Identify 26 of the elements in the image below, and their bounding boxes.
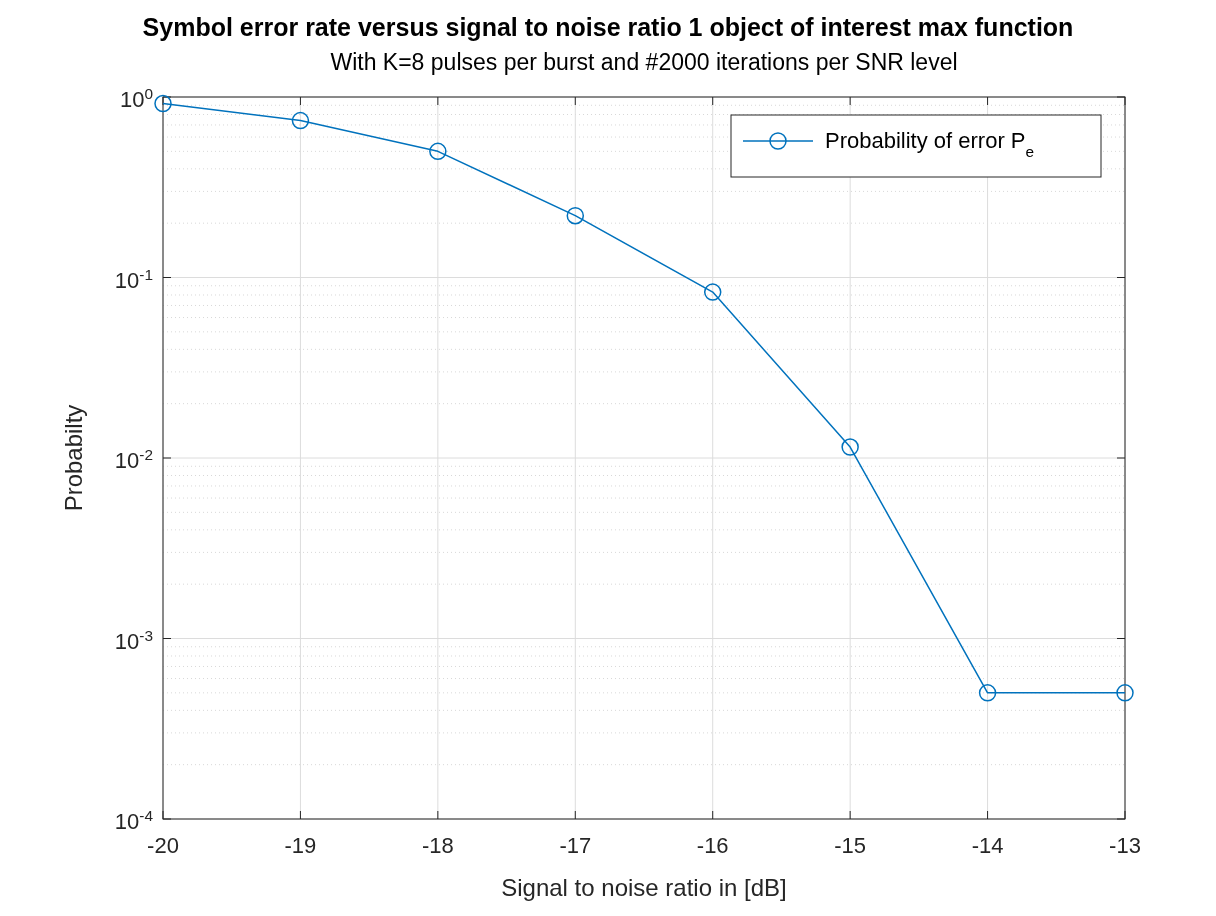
x-tick-label: -20	[147, 833, 179, 858]
point	[841, 438, 859, 456]
point	[154, 94, 172, 113]
x-axis-title: Signal to noise ratio in [dB]	[501, 874, 787, 901]
x-tick-label: -17	[559, 833, 592, 858]
x-tick-label: -16	[696, 833, 729, 858]
point	[291, 111, 310, 130]
point	[566, 206, 585, 225]
point	[1116, 684, 1134, 702]
point	[429, 142, 447, 161]
y-tick-label: 10$^{-3}$	[114, 626, 153, 654]
x-tick-label: -15	[834, 833, 867, 858]
x-tick-label: -19	[284, 833, 317, 858]
x-tick-label: -13	[1109, 833, 1141, 858]
chart-subtitle: With K=8 pulses per burst and #2000 iterations per SNR level	[330, 49, 958, 75]
point	[978, 684, 997, 702]
point	[703, 283, 722, 301]
y-axis-title: Probabilty	[60, 404, 87, 512]
chart-title: Symbol error rate versus signal to noise ratio 1 object of interest max function	[142, 13, 1074, 41]
x-tick-label: -14	[971, 833, 1004, 858]
y-tick-label: 10$^{-2}$	[114, 445, 153, 473]
x-tick-label: -18	[421, 833, 454, 858]
y-tick-label: 10$^{-1}$	[114, 265, 153, 293]
y-tick-label: 10$^{-4}$	[114, 806, 154, 834]
legend-label: Probability of error P$_{e}$	[825, 128, 1035, 160]
y-tick-label: 10$^{0}$	[119, 84, 153, 112]
